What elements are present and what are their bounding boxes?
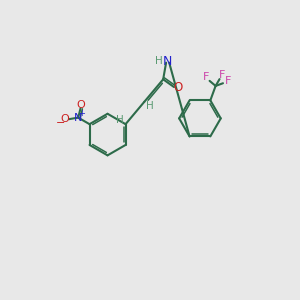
Text: H: H [146, 101, 154, 111]
Text: N: N [163, 55, 172, 68]
Text: −: − [56, 118, 65, 128]
Text: N: N [74, 112, 82, 123]
Text: O: O [173, 81, 182, 94]
Text: F: F [202, 73, 209, 82]
Text: F: F [219, 70, 225, 80]
Text: H: H [116, 115, 124, 125]
Text: F: F [225, 76, 231, 86]
Text: O: O [76, 100, 85, 110]
Text: +: + [79, 109, 86, 118]
Text: O: O [61, 114, 70, 124]
Text: H: H [155, 56, 163, 66]
